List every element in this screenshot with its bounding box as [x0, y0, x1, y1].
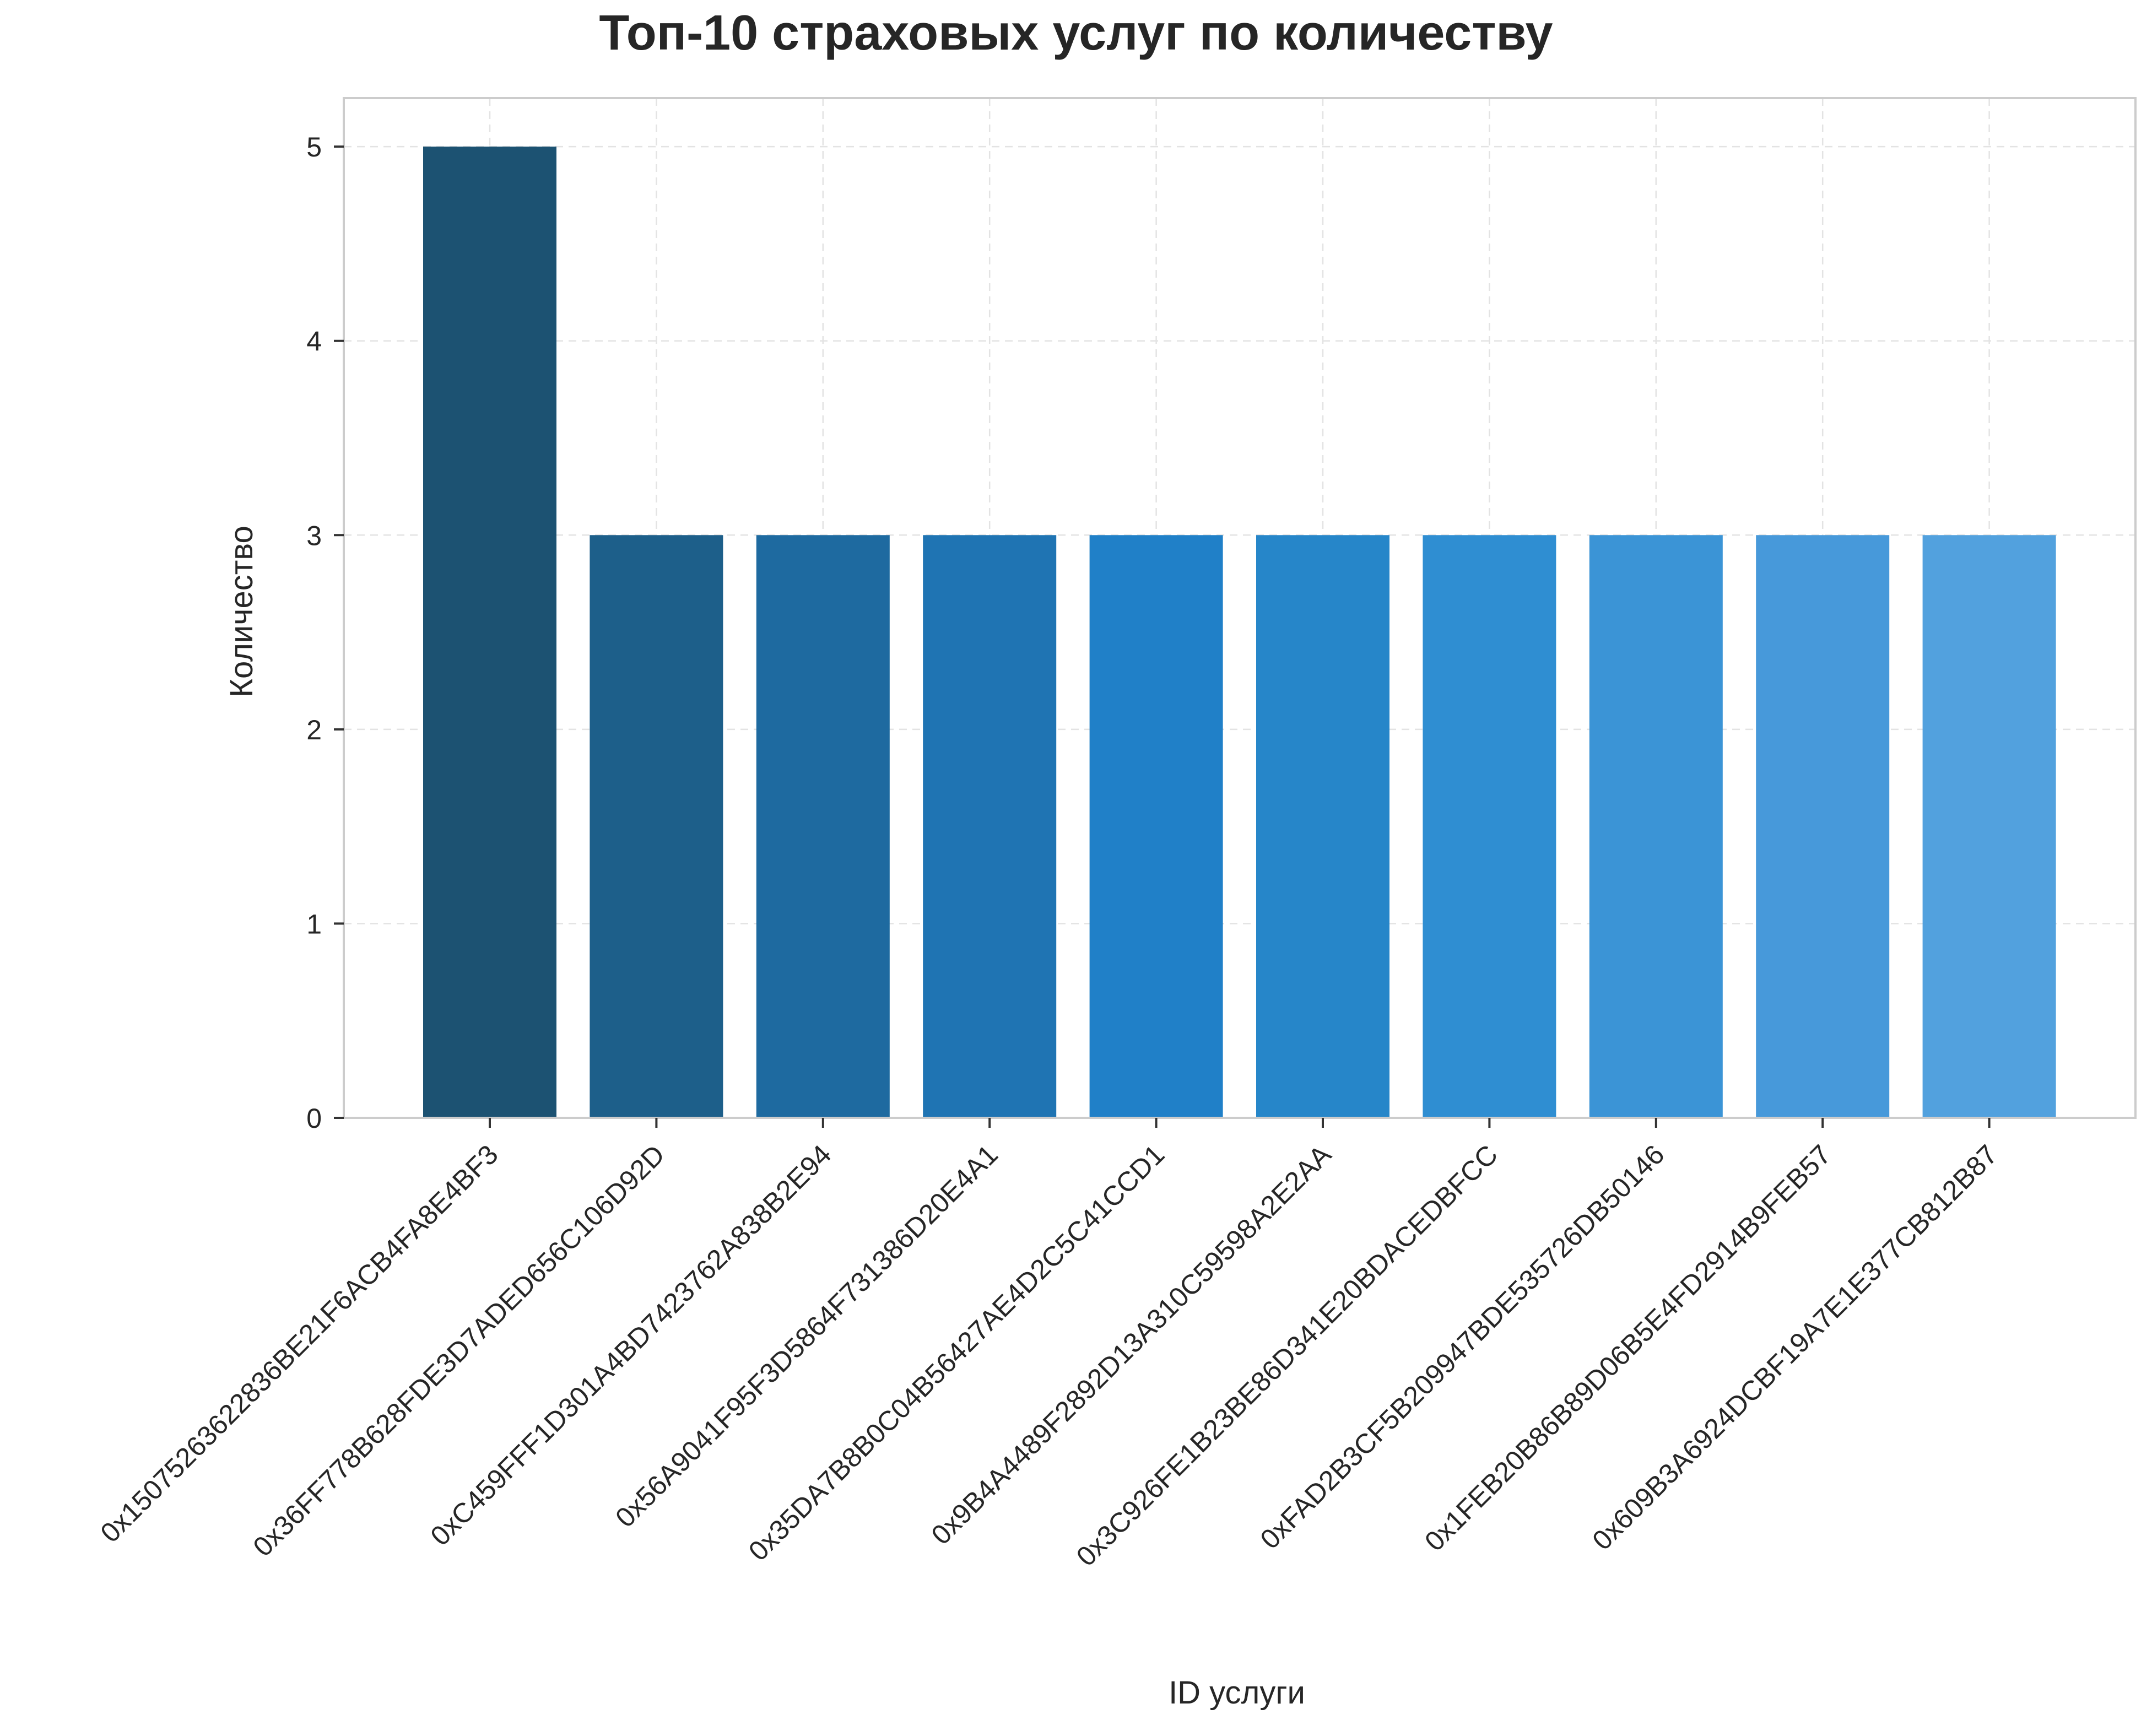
bar: [590, 535, 723, 1118]
bar: [423, 147, 556, 1118]
bar: [1756, 535, 1890, 1118]
bar: [1922, 535, 2056, 1118]
y-tick-label: 3: [306, 520, 322, 551]
x-tick-label: 0x56A9041F95F3D5864F731386D20E4A1: [609, 1139, 1004, 1533]
y-tick-label: 2: [306, 715, 322, 745]
x-axis-label: ID услуги: [1169, 1675, 1305, 1711]
bars: [423, 147, 2056, 1118]
y-tick-label: 1: [306, 908, 322, 939]
bar: [1256, 535, 1389, 1118]
bar: [1089, 535, 1223, 1118]
plot-frame: [343, 97, 2137, 1119]
y-tick-label: 5: [306, 132, 322, 163]
bar: [756, 535, 890, 1118]
y-axis: 0 1 2 3 4 5: [306, 132, 344, 1134]
x-axis: 0x15075263622836BE21F6ACB4FA8E4BF30x36FF…: [94, 1118, 2003, 1572]
bar: [1589, 535, 1723, 1118]
y-tick-label: 4: [306, 326, 322, 357]
y-tick-label: 0: [306, 1103, 322, 1134]
x-tick-label: 0x15075263622836BE21F6ACB4FA8E4BF3: [94, 1139, 504, 1548]
bar: [923, 535, 1057, 1118]
bar: [1423, 535, 1556, 1118]
y-axis-label: Количество: [224, 526, 259, 697]
chart-title: Топ-10 страховых услуг по количеству: [599, 6, 1553, 61]
